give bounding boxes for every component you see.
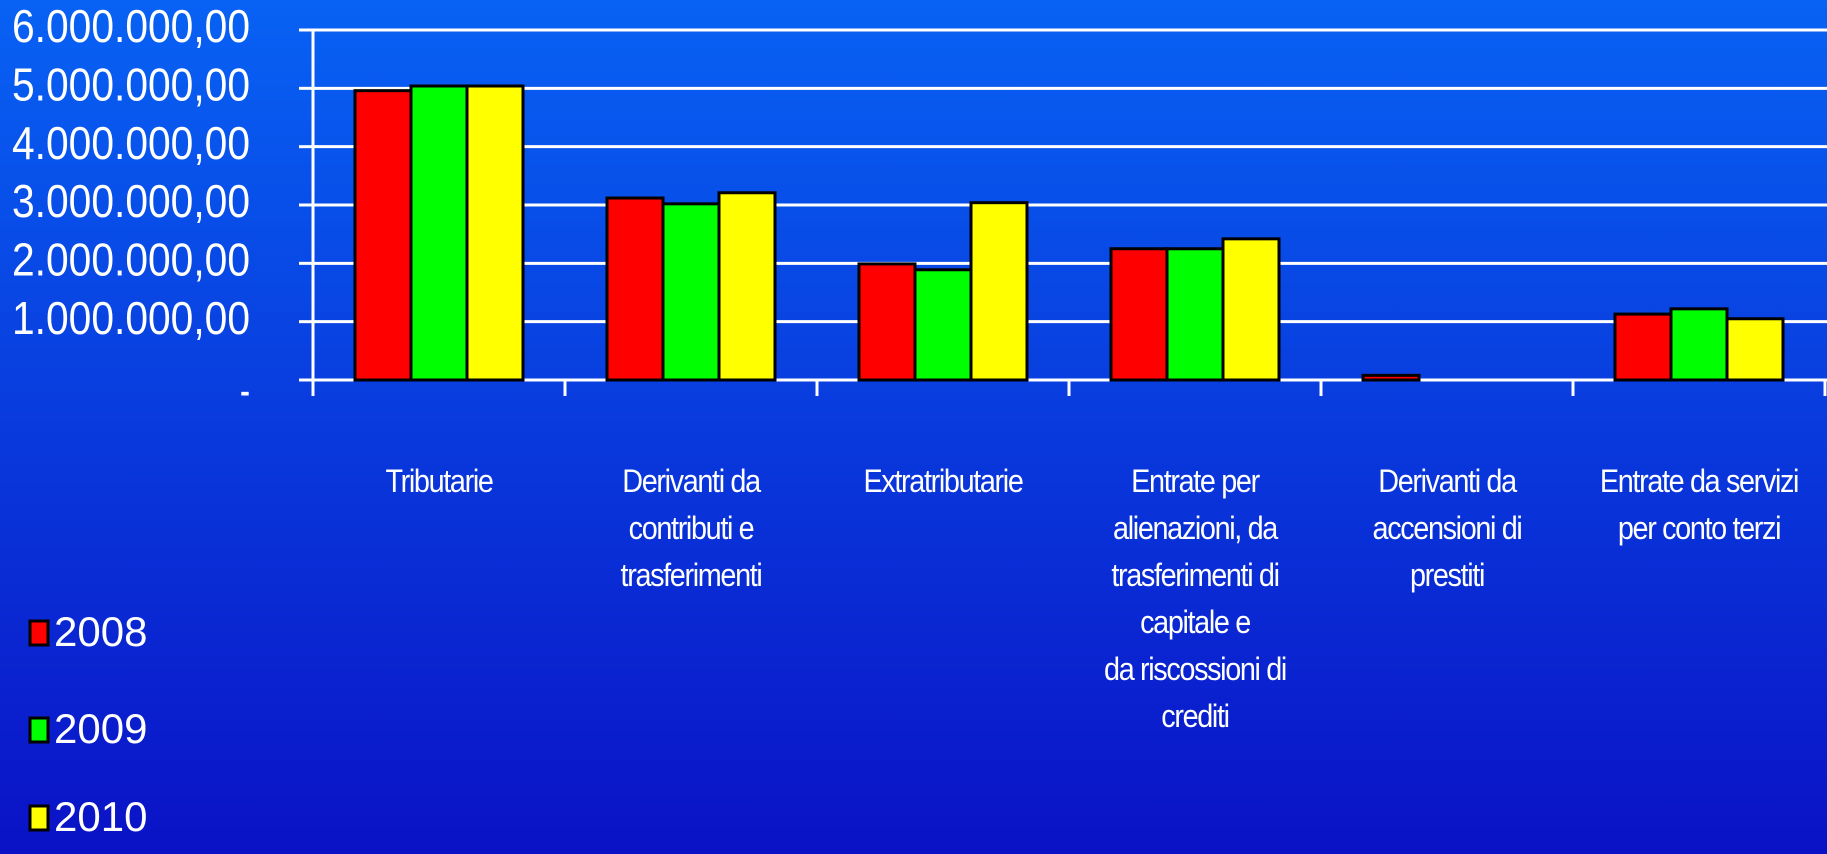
legend-swatch: [28, 716, 50, 744]
bar: [409, 84, 469, 382]
legend-label: 2009: [54, 705, 147, 752]
y-tick-label: -: [240, 364, 250, 416]
bar: [913, 268, 973, 382]
legend-swatch: [28, 804, 50, 832]
bar: [857, 262, 917, 382]
bar: [1613, 312, 1673, 382]
legend-label: 2010: [54, 793, 147, 840]
bar: [353, 89, 413, 382]
x-tick-label: Entrate da servizi per conto terzi: [1599, 463, 1800, 546]
y-tick-label: 1.000.000,00: [12, 292, 250, 344]
bar: [1221, 237, 1281, 382]
bar: [1165, 247, 1225, 382]
y-tick-label: 4.000.000,00: [12, 117, 250, 169]
legend-label: 2008: [54, 608, 147, 655]
bar: [1109, 247, 1169, 382]
x-tick-label: Entrate per alienazioni, da trasferiment…: [1104, 463, 1287, 734]
x-tick-label: Derivanti da accensioni di prestiti: [1372, 463, 1523, 593]
bar: [605, 196, 665, 382]
x-tick-label: Tributarie: [385, 463, 493, 499]
bar: [465, 84, 525, 382]
y-tick-label: 6.000.000,00: [12, 0, 250, 52]
y-tick-label: 5.000.000,00: [12, 58, 250, 110]
bar: [1361, 373, 1421, 382]
x-tick-label: Derivanti da contributi e trasferimenti: [620, 463, 763, 593]
bar: [1669, 307, 1729, 382]
bar: [717, 191, 777, 382]
bar: [661, 202, 721, 382]
legend-swatch: [28, 619, 50, 647]
y-tick-label: 2.000.000,00: [12, 233, 250, 285]
bar: [969, 201, 1029, 382]
y-tick-label: 3.000.000,00: [12, 175, 250, 227]
bar: [1725, 317, 1785, 382]
x-tick-label: Extratributarie: [863, 463, 1023, 499]
